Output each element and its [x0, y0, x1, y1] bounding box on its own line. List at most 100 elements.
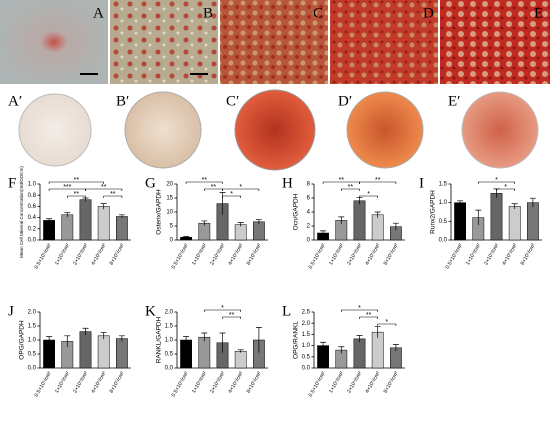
x-tick-label: 2×10⁵/cm² [346, 242, 363, 266]
x-tick-label: 1×10⁵/cm² [465, 242, 482, 266]
x-tick-label: 8×10⁵/cm² [246, 242, 263, 266]
x-tick-label: 4×10⁵/cm² [90, 370, 107, 394]
panel-label: K [145, 303, 156, 319]
significance-bracket [359, 181, 397, 184]
y-axis-label: Mean Cell Mineral Concentration(nM/OD/cm… [19, 166, 24, 258]
x-tick-label: 1×10⁵/cm² [328, 370, 345, 394]
bar [43, 339, 55, 369]
significance-label: * [504, 184, 507, 191]
significance-bracket [103, 195, 123, 198]
y-tick-label: 1.0 [302, 343, 311, 349]
x-tick-label: 1×10⁵/cm² [328, 242, 345, 266]
x-tick-label: 4×10⁵/cm² [90, 242, 107, 266]
x-tick-label: 0.5×10⁵/cm² [34, 242, 53, 270]
x-tick-label: 4×10⁵/cm² [501, 242, 518, 266]
y-tick-label: 1.5 [439, 182, 448, 188]
x-tick-label: 2×10⁵/cm² [72, 370, 89, 394]
significance-label: * [495, 177, 498, 184]
bar [97, 206, 110, 241]
bar [234, 224, 247, 241]
error-bar [118, 335, 125, 342]
error-bar [356, 335, 363, 343]
y-axis-label: Runx2/GAPDH [430, 190, 437, 234]
bar [454, 202, 466, 241]
dish [346, 91, 424, 169]
panel-label: E′ [448, 93, 460, 109]
error-bar [46, 336, 53, 344]
y-tick-label: 0.5 [165, 352, 174, 358]
panel-label: A′ [8, 93, 22, 109]
panel-label: B′ [116, 93, 129, 109]
error-bar [392, 222, 399, 231]
bar [198, 336, 211, 369]
x-tick-label: 1×10⁵/cm² [54, 242, 71, 266]
significance-label: * [230, 191, 233, 198]
error-bar [64, 335, 71, 347]
significance-bracket [222, 188, 260, 191]
photo [0, 0, 108, 84]
y-tick-label: 1.0 [28, 338, 37, 344]
y-tick-label: 1.0 [439, 200, 448, 206]
bar [97, 335, 110, 369]
y-tick-label: 10 [166, 210, 173, 216]
significance-bracket [377, 323, 397, 326]
significance-bracket [496, 188, 515, 191]
error-bar [183, 336, 190, 344]
y-tick-label: 0.0 [28, 366, 37, 372]
error-bar [374, 326, 381, 338]
error-bar [374, 211, 381, 218]
panel-label: C [313, 5, 323, 21]
y-axis-label: OPG/RANKL [293, 321, 300, 359]
error-bar [183, 236, 190, 239]
bar [61, 214, 74, 241]
y-tick-label: 2.0 [302, 321, 311, 327]
x-tick-label: 4×10⁵/cm² [227, 370, 244, 394]
panel-label: L [282, 303, 291, 319]
y-tick-label: 4 [307, 210, 311, 216]
error-bar [118, 214, 125, 219]
bar [490, 193, 503, 241]
x-tick-label: 2×10⁵/cm² [483, 242, 500, 266]
x-tick-label: 1×10⁵/cm² [191, 242, 208, 266]
error-bar [82, 327, 89, 335]
error-bar [457, 200, 464, 205]
x-tick-label: 1×10⁵/cm² [54, 370, 71, 394]
error-bar [46, 218, 53, 223]
x-tick-label: 2×10⁵/cm² [209, 242, 226, 266]
y-tick-label: 1.5 [28, 324, 37, 330]
bar [508, 206, 521, 241]
error-bar [100, 203, 107, 210]
x-tick-label: 8×10⁵/cm² [383, 242, 400, 266]
error-bar [201, 332, 208, 342]
y-tick-label: 0.0 [28, 238, 37, 244]
bar [353, 200, 366, 241]
panel-label: B [203, 5, 213, 21]
x-tick-label: 2×10⁵/cm² [72, 242, 89, 266]
significance-label: ** [366, 312, 372, 319]
error-bar [511, 203, 518, 210]
dish [234, 89, 316, 171]
photo [110, 0, 218, 84]
bar [116, 338, 128, 369]
panel-label: I [419, 175, 424, 191]
bar [353, 338, 366, 369]
significance-bracket [185, 181, 223, 184]
significance-bracket [222, 316, 241, 319]
significance-label: ** [101, 184, 107, 191]
bar [79, 331, 92, 369]
y-tick-label: 0.4 [28, 215, 37, 221]
significance-bracket [478, 181, 515, 184]
error-bar [100, 332, 107, 340]
error-bar [237, 349, 244, 353]
x-tick-label: 0.5×10⁵/cm² [171, 242, 190, 270]
bar [253, 221, 265, 241]
significance-bracket [48, 181, 104, 184]
significance-label: ** [211, 184, 217, 191]
error-bar [201, 220, 208, 226]
significance-label: ** [339, 177, 345, 184]
y-tick-label: 0.0 [165, 366, 174, 372]
error-bar [529, 197, 536, 208]
x-tick-label: 8×10⁵/cm² [109, 242, 126, 266]
x-tick-label: 4×10⁵/cm² [227, 242, 244, 266]
